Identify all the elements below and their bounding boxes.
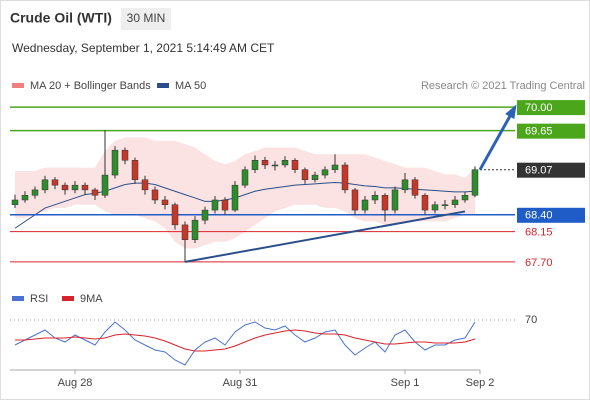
level-box [517,123,585,139]
candle-body [431,204,439,211]
candle-body [371,195,379,201]
candle-body [111,149,119,176]
level-label: 68.15 [525,227,553,239]
x-tick-label: Sep 2 [466,377,495,389]
candle-body [271,164,279,167]
level-box [517,162,585,178]
candle-body [411,179,419,196]
candle-body [441,204,449,206]
level-label: 70.00 [525,102,553,114]
candle-body [261,160,269,166]
candle-body [121,149,129,161]
candle-body [401,179,409,191]
rsi-legend-swatch [62,296,74,301]
candle-body [91,189,99,196]
candle-body [201,209,209,221]
legend-swatch [12,83,24,88]
x-tick-label: Sep 1 [391,377,420,389]
title: Crude Oil (WTI) [10,10,112,26]
candle-body [231,184,239,211]
x-tick-label: Aug 28 [58,377,93,389]
candle-body [11,199,19,205]
candle-body [331,164,339,170]
candle-body [241,169,249,186]
level-label: 68.40 [525,210,553,222]
candle-body [41,179,49,191]
level-label: 69.07 [525,165,553,177]
rsi-ma-line [15,329,476,352]
candle-body [131,160,139,181]
rsi-legend-label: RSI [30,293,48,305]
candle-body [221,199,229,211]
trendline [184,210,466,263]
candle-body [321,169,329,176]
rsi-tick-label: 70 [525,314,537,326]
rsi-line [14,321,476,366]
legend-label: MA 50 [175,80,206,92]
candle-body [301,169,309,181]
candle-body [181,224,189,240]
ma50-line [14,181,476,229]
candle-body [391,189,399,211]
legend-swatch [157,83,169,88]
candle-body [21,195,29,201]
timeframe-box [121,8,171,30]
candle-body [101,174,109,196]
level-label: 67.70 [525,257,553,269]
candle-body [191,219,199,240]
candle-body [311,174,319,181]
candle-body [31,189,39,196]
candle-body [251,160,259,170]
candle-body [341,164,349,191]
subtitle: Wednesday, September 1, 2021 5:14:49 AM … [12,41,275,55]
x-tick-label: Aug 31 [223,377,258,389]
rsi-legend-label: 9MA [80,293,103,305]
level-label: 69.65 [525,126,553,138]
credit: Research © 2021 Trading Central [421,80,585,92]
candle-body [381,195,389,211]
candle-body [61,184,69,191]
level-box [517,100,585,116]
bollinger-band [15,137,475,249]
candle-body [171,204,179,226]
candle-body [291,160,299,170]
candle-body [51,179,59,186]
candle-body [451,199,459,205]
candle-body [421,195,429,211]
candle-body [281,160,289,166]
rsi-legend-swatch [12,296,24,301]
candle-body [141,179,149,191]
arrow-head [505,104,517,120]
candle-body [361,199,369,211]
candle-body [211,199,219,211]
candle-body [71,184,79,191]
candle-body [81,184,89,191]
level-box [517,207,585,223]
timeframe: 30 MIN [127,11,166,25]
candle-body [161,199,169,205]
candle-body [351,189,359,211]
candle-body [461,195,469,201]
candle-body [151,189,159,201]
candle-body [471,169,479,196]
legend-label: MA 20 + Bollinger Bands [30,80,151,92]
arrow-shaft [478,106,517,171]
